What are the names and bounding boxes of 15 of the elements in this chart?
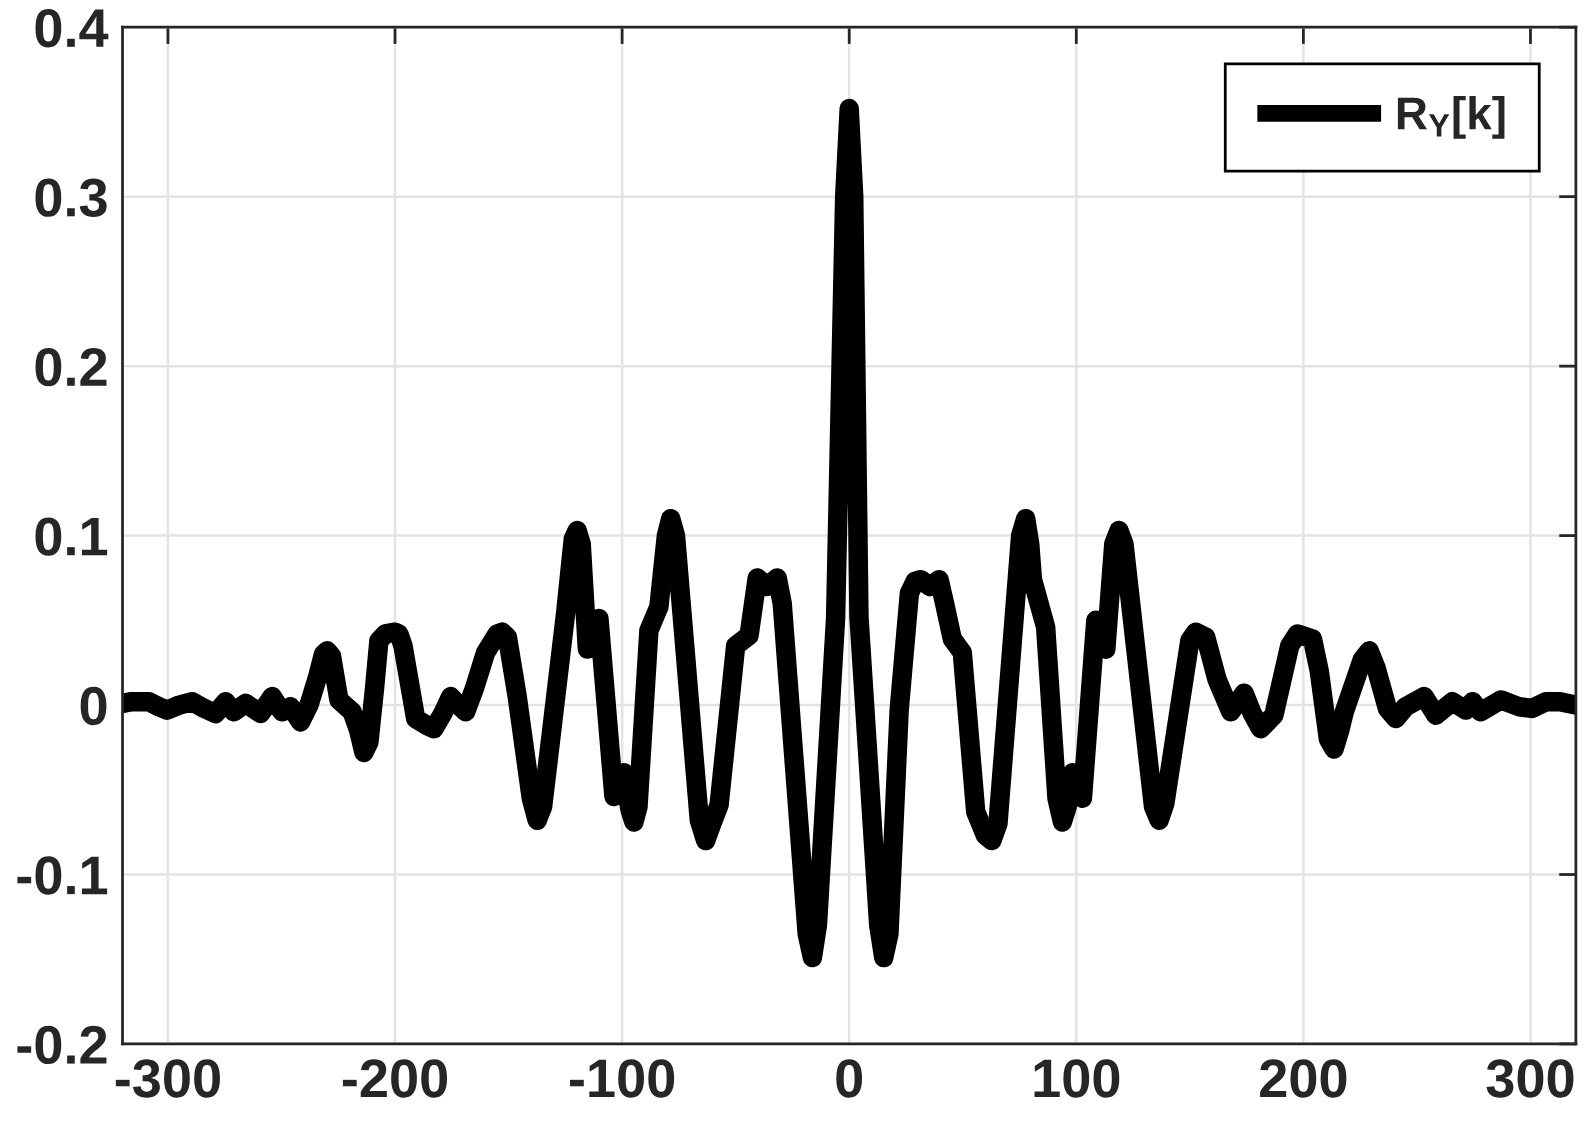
y-tick-label: -0.2 xyxy=(17,1025,107,1065)
x-tick-label: 100 xyxy=(1034,1059,1120,1098)
y-tick-label: -0.1 xyxy=(17,856,108,895)
x-tick-label: -300 xyxy=(115,1059,220,1098)
x-tick-label: 300 xyxy=(1486,1059,1574,1098)
x-tick-label: 0 xyxy=(836,1059,863,1098)
x-tick-label: -100 xyxy=(570,1059,675,1098)
x-tick-label: -200 xyxy=(342,1059,448,1098)
y-tick-label: 0 xyxy=(80,686,107,726)
x-tick-label: 200 xyxy=(1260,1059,1347,1098)
legend-label: R$_{Y}$[k] xyxy=(1397,95,1505,139)
y-tick-label: 0.3 xyxy=(35,178,107,217)
y-tick-label: 0.2 xyxy=(35,347,107,387)
y-tick-label: 0.4 xyxy=(35,9,109,48)
y-tick-label: 0.1 xyxy=(35,517,108,556)
